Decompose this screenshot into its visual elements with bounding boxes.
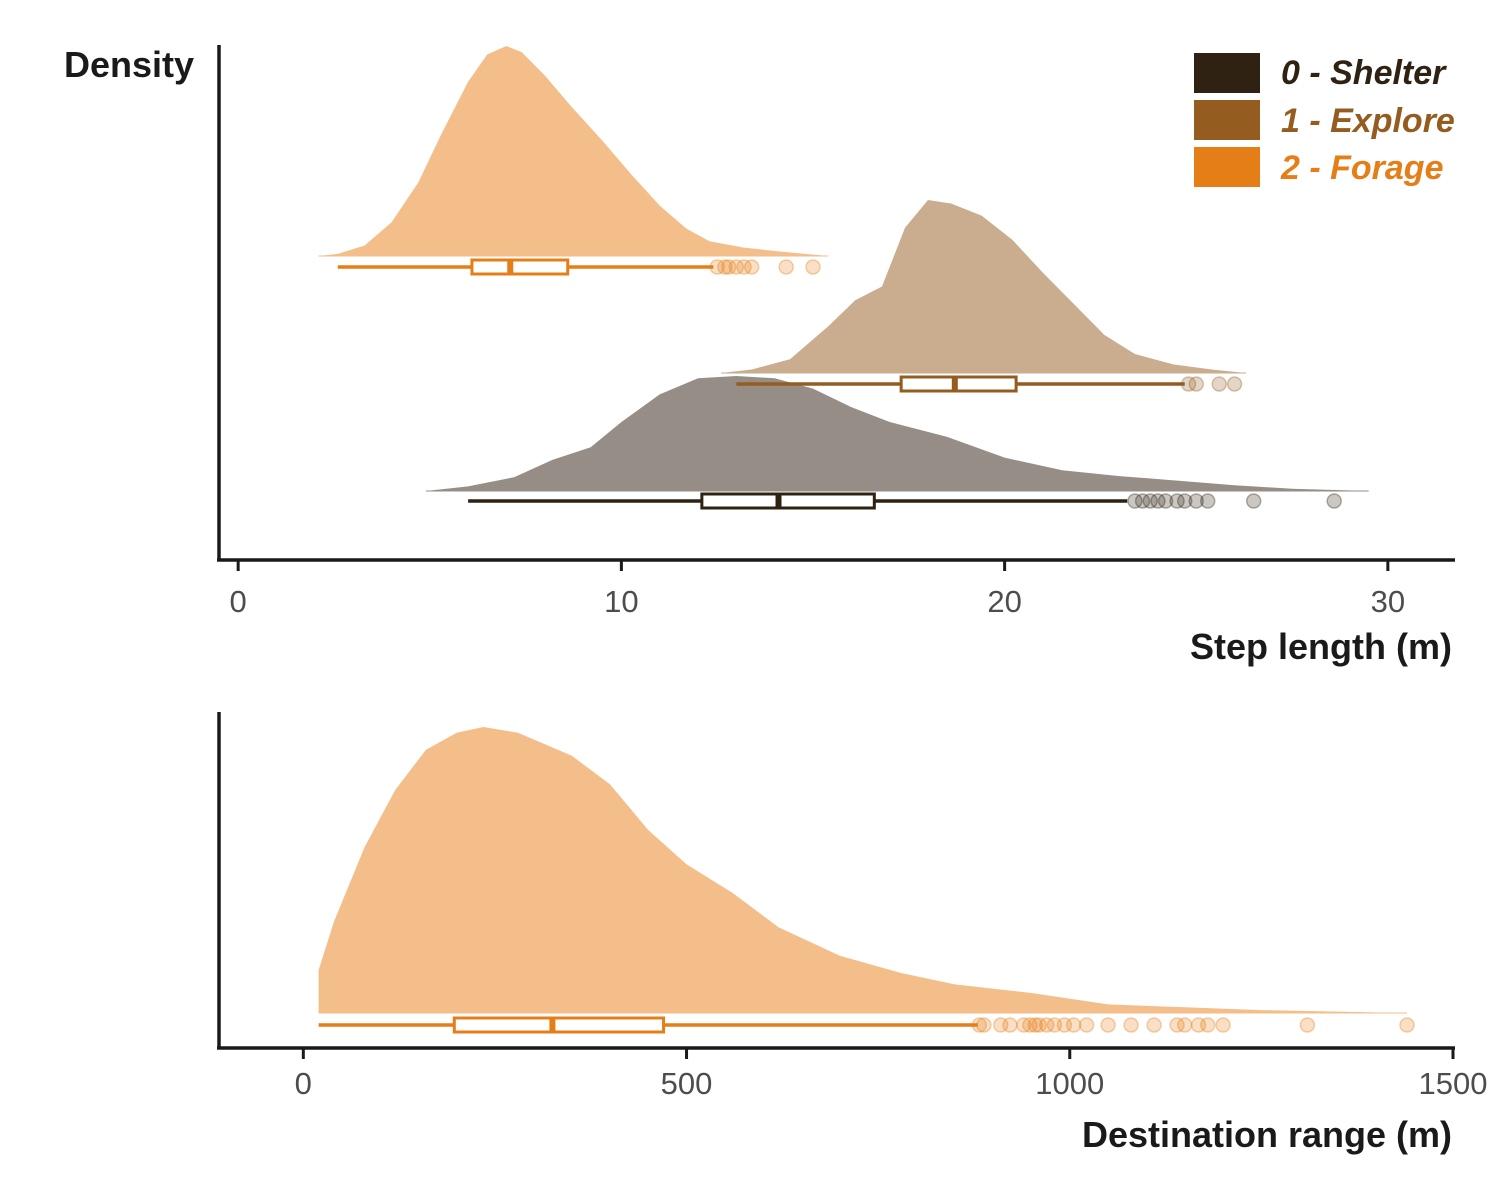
outlier-point-1 xyxy=(1211,376,1227,392)
outlier-point-0 xyxy=(728,259,745,275)
outlier-point-0 xyxy=(805,259,821,275)
step-length-density-layer xyxy=(318,46,1369,492)
outlier-point-2 xyxy=(1157,493,1174,509)
x-tick-label: 500 xyxy=(661,1066,713,1101)
destination-range-box-layer xyxy=(318,1016,1415,1034)
outlier-point-0 xyxy=(1199,1017,1216,1033)
legend-key-forage xyxy=(1194,147,1260,187)
outlier-point-0 xyxy=(743,259,760,275)
outlier-point-2 xyxy=(1176,493,1193,509)
outlier-point-0 xyxy=(709,259,725,275)
box-iqr-0 xyxy=(452,1016,666,1034)
outlier-point-1 xyxy=(1226,376,1243,392)
x-tick-label: 20 xyxy=(987,584,1021,619)
box-iqr-2 xyxy=(700,492,876,510)
destination-range-x-ticks: 0 500 1000 1500 xyxy=(295,1048,1488,1101)
legend-label-shelter: 0 - Shelter xyxy=(1281,54,1447,92)
outlier-point-0 xyxy=(1123,1017,1139,1033)
outlier-point-0 xyxy=(1056,1017,1073,1033)
outlier-point-0 xyxy=(1078,1017,1095,1033)
outlier-point-2 xyxy=(1199,493,1216,509)
outlier-point-1 xyxy=(1188,376,1204,392)
density-cloud-2 xyxy=(425,376,1369,491)
outlier-point-0 xyxy=(1002,1017,1018,1033)
outlier-point-2 xyxy=(1188,493,1204,509)
outlier-point-0 xyxy=(1190,1017,1207,1033)
outlier-point-2 xyxy=(1326,493,1342,509)
outlier-point-0 xyxy=(778,259,794,275)
legend-key-shelter xyxy=(1194,53,1260,93)
x-axis-title: Step length (m) xyxy=(1190,626,1452,667)
outlier-point-0 xyxy=(720,259,737,275)
x-axis-title: Destination range (m) xyxy=(1082,1114,1452,1155)
x-tick-label: 0 xyxy=(295,1066,312,1101)
outlier-point-0 xyxy=(1027,1017,1044,1033)
density-cloud-0 xyxy=(318,727,1408,1013)
outlier-point-2 xyxy=(1127,493,1143,509)
outlier-point-0 xyxy=(976,1017,992,1033)
legend-key-explore xyxy=(1194,100,1260,140)
outlier-point-0 xyxy=(736,259,752,275)
outlier-point-0 xyxy=(1039,1017,1055,1033)
outlier-point-0 xyxy=(1169,1017,1185,1033)
legend-label-forage: 2 - Forage xyxy=(1280,149,1443,187)
x-tick-label: 1000 xyxy=(1035,1066,1104,1101)
outlier-point-2 xyxy=(1245,493,1262,509)
outlier-point-0 xyxy=(1146,1017,1162,1033)
x-tick-label: 0 xyxy=(230,584,247,619)
outlier-point-0 xyxy=(1031,1017,1047,1033)
outlier-point-2 xyxy=(1150,493,1166,509)
density-cloud-1 xyxy=(721,200,1247,373)
box-iqr-0 xyxy=(470,258,570,276)
outlier-point-0 xyxy=(1215,1017,1231,1033)
density-cloud-0 xyxy=(318,46,829,256)
outlier-point-2 xyxy=(1169,493,1185,509)
outlier-point-0 xyxy=(1100,1017,1116,1033)
box-iqr-1 xyxy=(899,375,1018,393)
outlier-point-0 xyxy=(993,1017,1009,1033)
outlier-point-0 xyxy=(1022,1017,1038,1033)
outlier-point-0 xyxy=(1065,1017,1082,1033)
outlier-point-1 xyxy=(1180,376,1197,392)
x-tick-label: 30 xyxy=(1371,584,1405,619)
outlier-point-0 xyxy=(1016,1017,1032,1033)
outlier-point-0 xyxy=(1299,1017,1316,1033)
y-axis-title: Density xyxy=(64,44,194,85)
outlier-point-0 xyxy=(1046,1017,1063,1033)
outlier-point-2 xyxy=(1134,493,1151,509)
step-length-panel: Density 0 10 20 30 Step length (m) 0 - Shel… xyxy=(64,44,1455,667)
outlier-point-0 xyxy=(1176,1017,1193,1033)
legend: 0 - Shelter 1 - Explore 2 - Forage xyxy=(1194,53,1455,187)
step-length-x-ticks: 0 10 20 30 xyxy=(230,560,1405,619)
legend-label-explore: 1 - Explore xyxy=(1281,102,1455,140)
outlier-point-2 xyxy=(1142,493,1158,509)
destination-range-density-layer xyxy=(318,727,1408,1014)
x-tick-label: 10 xyxy=(604,584,638,619)
outlier-point-0 xyxy=(971,1017,988,1033)
x-tick-label: 1500 xyxy=(1419,1066,1488,1101)
destination-range-panel: 0 500 1000 1500 Destination range (m) xyxy=(217,712,1487,1155)
step-length-box-layer xyxy=(337,258,1342,510)
outlier-point-0 xyxy=(717,259,733,275)
outlier-point-0 xyxy=(1399,1017,1415,1033)
